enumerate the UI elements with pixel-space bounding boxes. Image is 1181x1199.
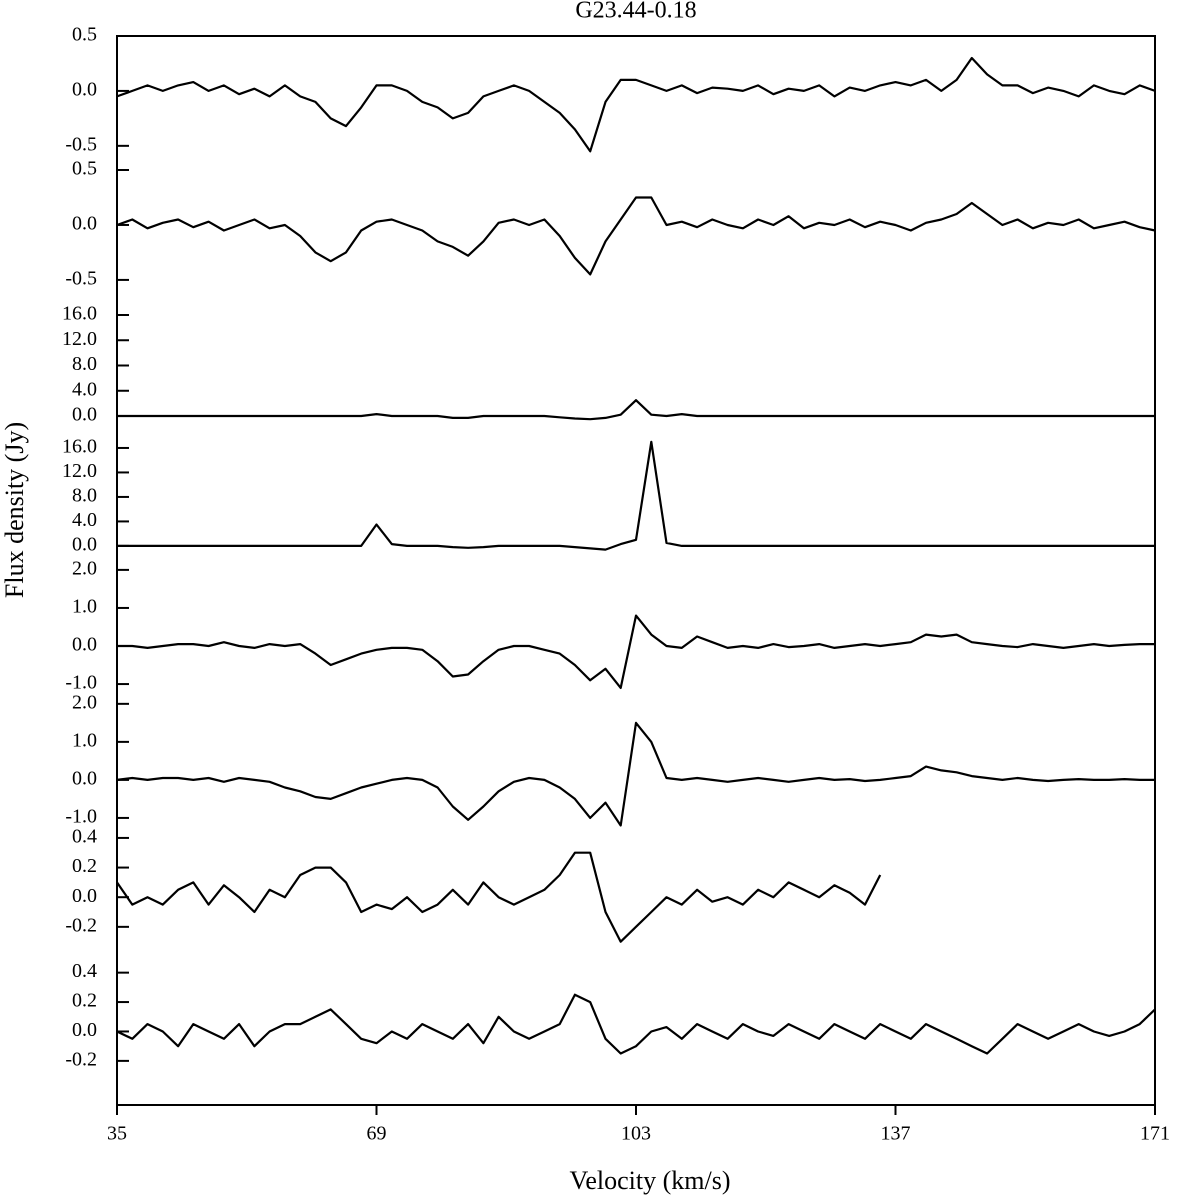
plot-frame [116,35,1156,1106]
y-tick-label: 4.0 [72,509,97,531]
y-tick-label: 8.0 [72,485,97,507]
y-tick-label: 0.5 [72,24,97,46]
y-tick-label: -0.5 [65,268,97,290]
y-tick-label: 0.4 [72,960,97,982]
spectrum-line [117,399,1155,421]
spectrum-line [116,56,1156,153]
spectrum-line [116,993,1156,1055]
y-tick-label: 0.0 [72,213,97,235]
y-tick-label: -0.2 [65,914,97,936]
y-tick-label: 0.0 [72,1019,97,1041]
y-tick-label: 0.0 [72,634,97,656]
y-tick-label: 16.0 [62,436,97,458]
y-tick-label: 0.2 [72,855,97,877]
y-tick-label: 12.0 [62,460,97,482]
y-tick-label: 0.0 [72,79,97,101]
spectrum-line [116,196,1156,276]
x-tick-label: 137 [881,1123,911,1145]
spectrum-line [116,851,882,943]
y-tick-label: 0.4 [72,826,97,848]
y-tick-label: 0.2 [72,990,97,1012]
y-tick-label: -0.2 [65,1048,97,1070]
y-tick-label: 8.0 [72,353,97,375]
spectrum-line [117,440,1155,551]
spectrum-line [116,721,1155,827]
y-tick-label: 0.0 [72,404,97,426]
y-tick-label: -0.5 [65,133,97,155]
y-tick-label: 1.0 [72,729,97,751]
y-tick-label: -1.0 [65,806,97,828]
y-tick-label: 4.0 [72,378,97,400]
chart-title: G23.44-0.18 [575,0,696,24]
x-tick-label: 69 [367,1123,387,1145]
y-tick-label: 12.0 [62,328,97,350]
y-tick-label: 0.0 [72,534,97,556]
y-axis-label: Flux density (Jy) [0,422,29,598]
y-tick-label: -1.0 [65,672,97,694]
x-axis-label: Velocity (km/s) [569,1166,730,1195]
y-tick-label: 16.0 [62,303,97,325]
y-tick-label: 2.0 [72,557,97,579]
x-tick-label: 171 [1140,1123,1170,1145]
y-tick-label: 1.0 [72,596,97,618]
x-tick-label: 103 [621,1123,651,1145]
y-tick-label: 0.0 [72,767,97,789]
x-tick-label: 35 [107,1123,127,1145]
spectrum-line [117,614,1155,689]
y-tick-label: 0.0 [72,885,97,907]
y-tick-label: 2.0 [72,691,97,713]
y-tick-label: 0.5 [72,158,97,180]
